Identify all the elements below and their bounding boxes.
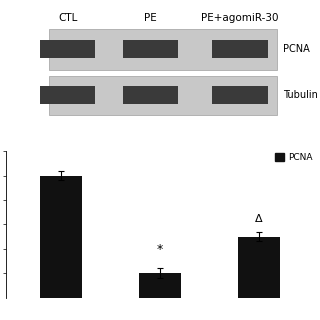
Bar [49,29,277,70]
Bar [40,40,95,58]
Bar [238,237,280,298]
Bar [123,86,179,104]
Text: PE+agomiR-30: PE+agomiR-30 [201,13,279,23]
Bar [123,40,179,58]
Text: Tubulin: Tubulin [283,90,318,100]
Text: PE: PE [144,13,157,23]
Bar [49,76,277,115]
Text: PCNA: PCNA [283,44,310,54]
Bar [40,86,95,104]
Text: *: * [157,243,163,256]
Bar [212,86,268,104]
Bar [139,273,181,298]
Legend: PCNA: PCNA [275,153,312,162]
Text: CTL: CTL [58,13,77,23]
Bar [212,40,268,58]
Text: Δ: Δ [255,214,263,224]
Bar [40,176,82,298]
